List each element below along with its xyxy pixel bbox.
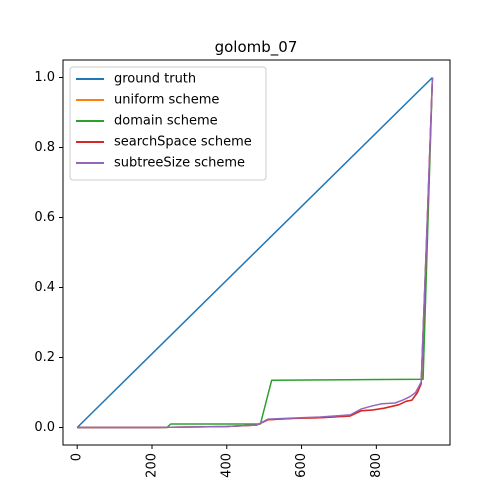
x-tick-label: 600 xyxy=(294,453,309,478)
x-tick-label: 800 xyxy=(369,453,384,478)
plot-frame xyxy=(62,59,451,446)
y-tick-label: 0.4 xyxy=(34,280,55,295)
chart-title: golomb_07 xyxy=(215,38,298,57)
series-line-0 xyxy=(76,76,433,429)
legend-label-3: searchSpace scheme xyxy=(114,135,252,150)
legend-label-2: domain scheme xyxy=(114,114,218,129)
series-line-4 xyxy=(77,77,434,429)
y-tick-label: 0.8 xyxy=(34,140,55,155)
legend-label-1: uniform scheme xyxy=(114,93,219,108)
y-tick-label: 1.0 xyxy=(34,70,55,85)
x-tick-label: 400 xyxy=(219,453,234,478)
y-tick-label: 0.0 xyxy=(34,420,55,435)
y-tick-label: 0.2 xyxy=(34,350,55,365)
legend-label-0: ground truth xyxy=(114,72,196,87)
x-axis: 0 200 400 600 800 xyxy=(70,445,384,478)
x-tick-label: 200 xyxy=(144,453,159,478)
x-tick-label: 0 xyxy=(70,453,85,461)
legend: ground truth uniform scheme domain scheme s… xyxy=(69,66,267,181)
legend-box xyxy=(69,66,267,181)
y-axis: 0.0 0.2 0.4 0.6 0.8 1.0 xyxy=(34,70,63,435)
series-layer xyxy=(76,76,434,429)
y-tick-label: 0.6 xyxy=(34,210,55,225)
legend-label-4: subtreeSize scheme xyxy=(114,156,245,171)
